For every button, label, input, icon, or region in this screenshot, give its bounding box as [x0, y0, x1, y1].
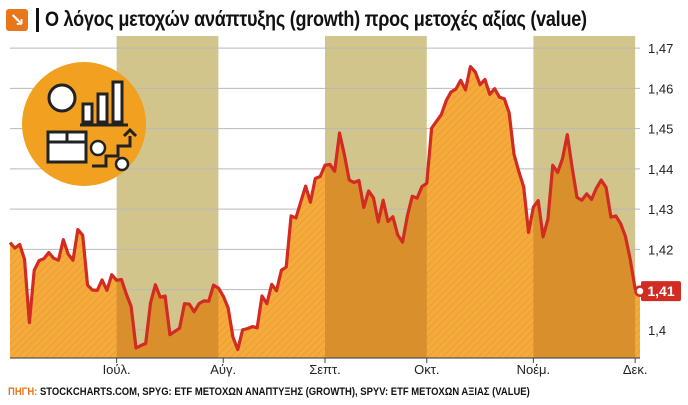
source-label: ΠΗΓΗ:	[8, 386, 38, 398]
x-tick-label-5: Δεκ.	[623, 362, 648, 377]
y-tick-label-2: 1,42	[648, 242, 673, 257]
source-footer: ΠΗΓΗ: STOCKCHARTS.COM, SPYG: ETF ΜΕΤΟΧΩΝ…	[8, 386, 589, 398]
y-tick-label-4: 1,44	[648, 162, 673, 177]
ratio-line	[8, 64, 641, 352]
page-title: Ο λόγος μετοχών ανάπτυξης (growth) προς …	[45, 8, 587, 31]
last-value-badge	[641, 281, 681, 302]
last-value-marker: 1,41	[634, 281, 681, 302]
last-value-dot	[634, 285, 646, 297]
x-tick-labels: Ιούλ. Αύγ. Σεπτ. Οκτ. Νοέμ. Δεκ.	[103, 358, 648, 377]
y-tick-label-5: 1,45	[648, 122, 673, 137]
y-tick-label-0: 1,4	[648, 323, 666, 338]
growth-chart-icon	[22, 62, 146, 186]
title-bar: ↘ Ο λόγος μετοχών ανάπτυξης (growth) προ…	[6, 4, 682, 36]
y-tick-label-6: 1,46	[648, 81, 673, 96]
x-tick-label-0: Ιούλ.	[103, 362, 131, 377]
x-tick-label-2: Σεπτ.	[309, 362, 341, 377]
title-separator	[36, 8, 39, 32]
x-tick-label-1: Αύγ.	[210, 362, 236, 377]
y-tick-labels: 1,4 1,42 1,43 1,44 1,45 1,46 1,47	[648, 41, 673, 338]
arrow-down-right-icon: ↘	[6, 9, 28, 31]
x-tick-label-4: Νοέμ.	[517, 362, 551, 377]
x-tick-label-3: Οκτ.	[414, 362, 439, 377]
source-text: STOCKCHARTS.COM, SPYG: ETF ΜΕΤΟΧΩΝ ΑΝΑΠΤ…	[37, 386, 530, 398]
y-tick-label-3: 1,43	[648, 202, 673, 217]
y-tick-label-7: 1,47	[648, 41, 673, 56]
last-value-label: 1,41	[647, 283, 674, 299]
